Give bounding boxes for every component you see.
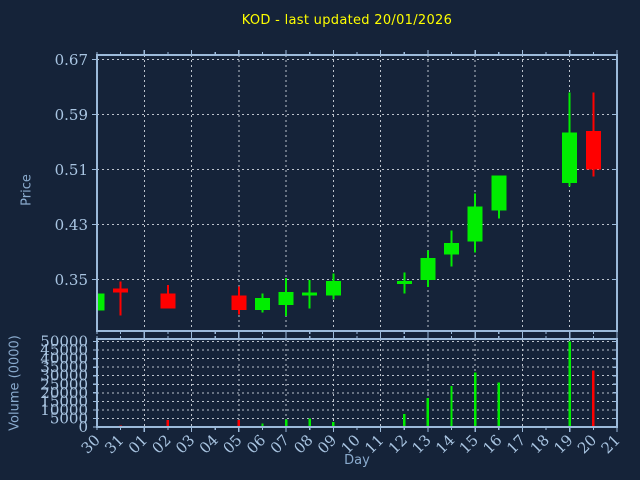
- volume-tick-label: 5000: [50, 409, 88, 427]
- gridlines: [97, 55, 618, 427]
- volume-tick-label: 45000: [40, 341, 88, 359]
- volume-bars: [119, 341, 595, 427]
- candle-20: [585, 92, 601, 177]
- volume-axis-label: Volume (0000): [7, 335, 23, 431]
- volume-bar: [284, 419, 288, 427]
- candle-05: [231, 286, 247, 315]
- volume-bar: [237, 420, 241, 427]
- tick-labels: 0.35 0.43 0.51 0.59 0.67 05000100001500020000…: [40, 51, 624, 457]
- volume-bar: [166, 420, 170, 427]
- volume-bar: [261, 423, 264, 427]
- volume-tick-label: 50000: [40, 333, 88, 351]
- tick-marks: [92, 50, 618, 432]
- candle-09: [325, 273, 341, 300]
- volume-bar: [426, 397, 430, 427]
- volume-tick-label: 35000: [40, 358, 88, 376]
- volume-bar: [473, 372, 477, 427]
- candle-body: [96, 293, 105, 311]
- price-tick-label: 0.51: [55, 161, 88, 179]
- price-tick-label: 0.35: [55, 271, 88, 289]
- candle-body: [396, 280, 412, 284]
- candle-15: [467, 193, 483, 253]
- volume-tick-label: 20000: [40, 384, 88, 402]
- candle-body: [113, 288, 129, 293]
- volume-panel-frame: [96, 338, 618, 428]
- candle-31: [113, 281, 129, 316]
- volume-bar: [308, 418, 311, 427]
- candle-body: [491, 175, 507, 211]
- panel-frames: [96, 54, 618, 428]
- price-axis-label: Price: [19, 174, 35, 206]
- candle-wick: [119, 281, 122, 316]
- candle-body: [160, 293, 176, 309]
- price-panel-frame: [96, 54, 618, 332]
- candle-07: [278, 278, 294, 316]
- candles: [96, 92, 601, 316]
- volume-bar: [403, 414, 406, 427]
- volume-tick-label: 40000: [40, 350, 88, 368]
- candle-body: [467, 206, 483, 242]
- chart-title: KOD - last updated 20/01/2026: [241, 13, 453, 28]
- candle-body: [278, 291, 294, 305]
- volume-tick-label: 15000: [40, 392, 88, 410]
- volume-tick-label: 25000: [40, 375, 88, 393]
- volume-bar: [568, 341, 571, 427]
- candle-body: [254, 298, 270, 310]
- volume-tick-label: 10000: [40, 401, 88, 419]
- candle-body: [302, 292, 318, 296]
- candle-body: [420, 258, 436, 281]
- volume-bar: [332, 421, 335, 427]
- candle-12: [396, 272, 412, 294]
- x-axis-label: Day: [344, 453, 370, 468]
- price-tick-label: 0.59: [55, 106, 88, 124]
- candle-06: [254, 293, 270, 313]
- candle-16: [491, 175, 507, 219]
- candle-14: [444, 230, 460, 267]
- volume-tick-label: 0: [78, 418, 88, 436]
- candle-body: [325, 280, 341, 296]
- volume-bar: [497, 382, 501, 427]
- volume-bar: [450, 385, 453, 427]
- candle-body: [562, 132, 578, 184]
- candle-body: [585, 130, 601, 170]
- volume-bar: [592, 370, 595, 427]
- candle-body: [444, 243, 460, 255]
- candle-02: [160, 285, 176, 309]
- price-tick-label: 0.67: [55, 51, 88, 69]
- candle-19: [562, 92, 578, 187]
- volume-tick-label: 30000: [40, 367, 88, 385]
- candle-body: [231, 295, 247, 310]
- price-tick-label: 0.43: [55, 216, 88, 234]
- candle-08: [302, 280, 318, 309]
- candle-13: [420, 250, 436, 288]
